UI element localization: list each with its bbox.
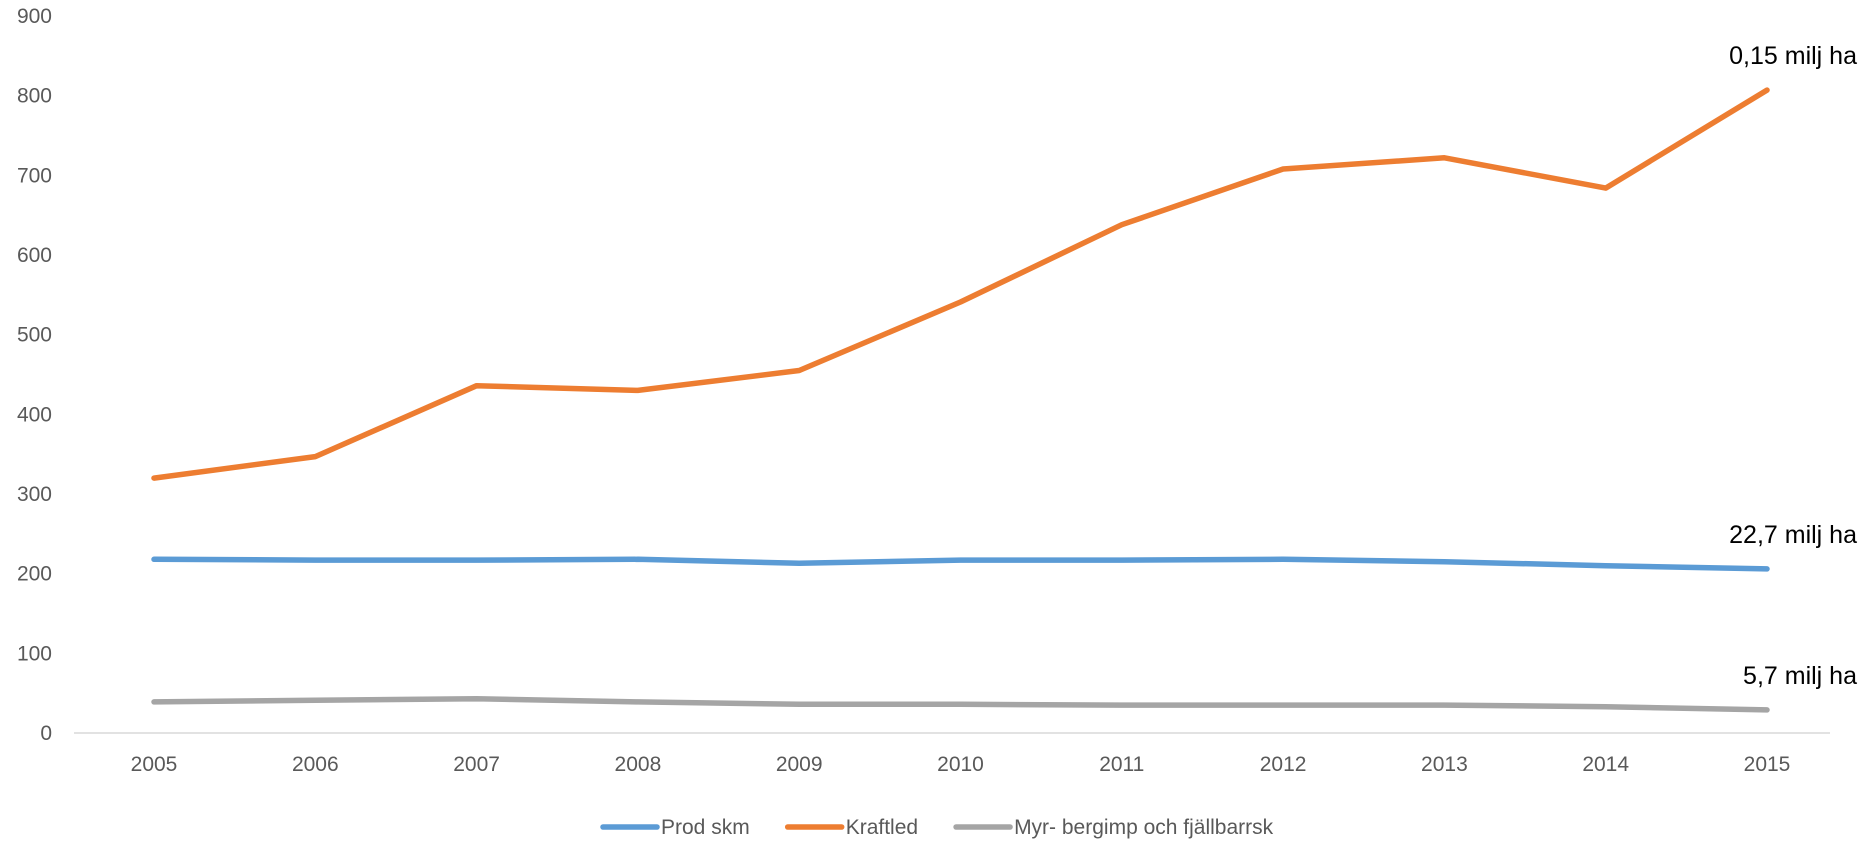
x-tick-label: 2010 — [937, 753, 984, 776]
x-tick-label: 2012 — [1260, 753, 1307, 776]
y-tick-label: 600 — [17, 244, 52, 267]
y-tick-label: 0 — [40, 722, 52, 745]
legend: Prod skm Kraftled Myr- bergimp och fjällba… — [600, 816, 1274, 839]
legend-label: Kraftled — [846, 816, 918, 839]
x-tick-label: 2014 — [1582, 753, 1629, 776]
annotation-layer: 0,15 milj ha 22,7 milj ha 5,7 milj ha — [1729, 42, 1857, 690]
annotation-label: 0,15 milj ha — [1729, 42, 1857, 70]
y-tick-label: 300 — [17, 483, 52, 506]
x-tick-label: 2013 — [1421, 753, 1468, 776]
x-tick-label: 2011 — [1099, 753, 1144, 776]
annotation-label: 22,7 milj ha — [1729, 521, 1857, 549]
y-tick-label: 500 — [17, 324, 52, 347]
x-tick-label: 2005 — [131, 753, 178, 776]
x-tick-label: 2009 — [776, 753, 823, 776]
y-tick-label: 200 — [17, 563, 52, 586]
y-tick-label: 900 — [17, 5, 52, 28]
y-tick-label: 700 — [17, 164, 52, 187]
y-axis: 0 100 200 300 400 500 600 700 800 900 — [17, 5, 52, 745]
series-line — [151, 87, 1770, 481]
legend-label: Prod skm — [661, 816, 750, 839]
x-tick-label: 2015 — [1744, 753, 1791, 776]
annotation-label: 5,7 milj ha — [1743, 662, 1857, 690]
x-tick-label: 2006 — [292, 753, 339, 776]
series-line — [151, 556, 1770, 572]
legend-label: Myr- bergimp och fjällbarrsk — [1014, 816, 1274, 839]
x-axis: 2005 2006 2007 2008 2009 2010 2011 2012 2013 2014… — [74, 732, 1830, 776]
y-tick-label: 800 — [17, 85, 52, 108]
x-tick-label: 2007 — [453, 753, 500, 776]
y-tick-label: 400 — [17, 403, 52, 426]
series-layer — [151, 87, 1770, 713]
y-tick-label: 100 — [17, 642, 52, 665]
x-tick-label: 2008 — [615, 753, 662, 776]
